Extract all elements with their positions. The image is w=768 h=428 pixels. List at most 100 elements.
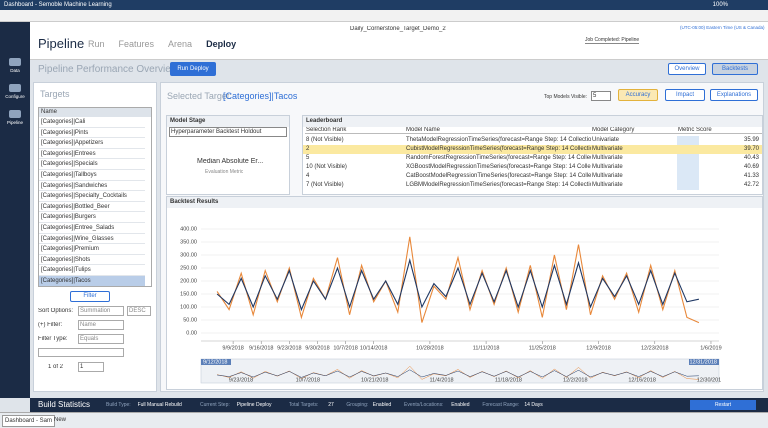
target-item[interactable]: [Categories]|Tallboys: [39, 170, 145, 181]
run-deploy-button[interactable]: Run Deploy: [170, 62, 216, 76]
target-item[interactable]: [Categories]|Pints: [39, 128, 145, 139]
breadcrumb-item[interactable]: Run: [88, 39, 105, 49]
table-cell: 2: [306, 146, 310, 152]
table-cell: Multivariate: [592, 182, 623, 188]
navigator-handle: [201, 359, 231, 365]
navigator-label: 12/16/2018: [628, 377, 656, 383]
navigator-label: 10/21/2018: [361, 377, 389, 383]
x-tick-label: 9/23/2018: [277, 345, 301, 351]
filter-input[interactable]: [38, 348, 124, 357]
y-tick-label: 0.00: [186, 330, 197, 336]
stage-dropdown[interactable]: Hyperparameter Backtest Holdout: [169, 127, 287, 137]
nav-icon[interactable]: [9, 58, 21, 66]
target-item[interactable]: [Categories]|Tulips: [39, 265, 145, 276]
dropdown[interactable]: Equals: [78, 334, 124, 344]
page-indicator: 1 of 2: [48, 364, 64, 370]
target-item[interactable]: [Categories]|Wine_Glasses: [39, 234, 145, 245]
x-tick-label: 1/6/2019: [700, 345, 721, 351]
targets-title: Targets: [40, 89, 70, 99]
navigator-end: 12/31/2018: [689, 359, 717, 365]
target-item[interactable]: [Categories]|Burgers: [39, 212, 145, 223]
nav-icon[interactable]: [9, 110, 21, 118]
toolbar: [0, 10, 768, 22]
x-tick-label: 12/23/2018: [641, 345, 669, 351]
nav-label[interactable]: Configure: [5, 94, 25, 99]
restart-button[interactable]: Restart: [690, 400, 756, 410]
timezone: (UTC-05:00) Eastern Time (US & Canada): [680, 25, 765, 30]
target-item[interactable]: [Categories]|Appetizers: [39, 138, 145, 149]
x-tick-label: 11/25/2018: [529, 345, 556, 351]
nav-label[interactable]: Data: [10, 68, 20, 73]
target-item[interactable]: [Categories]|Premium: [39, 244, 145, 255]
table-cell: ThetaModelRegressionTimeSeries(forecast=…: [406, 137, 591, 143]
breadcrumb-item[interactable]: Deploy: [206, 39, 237, 49]
page-title: Pipeline: [38, 36, 85, 51]
metric-caption: Evaluation Metric: [205, 169, 244, 175]
target-item[interactable]: [Categories]|Cali: [39, 117, 145, 128]
target-item[interactable]: [Categories]|Tacos: [39, 276, 145, 286]
table-cell: 42.72: [743, 182, 759, 188]
column-header: Selection Rank: [305, 127, 405, 134]
target-item[interactable]: [Categories]|Shots: [39, 255, 145, 266]
table-cell: Univariate: [592, 137, 620, 143]
y-tick-label: 400.00: [180, 226, 197, 232]
breadcrumb-item[interactable]: Features: [118, 39, 155, 49]
column-header: Model Category: [591, 127, 677, 134]
navigator-label: 12/30/201: [697, 377, 721, 383]
label: Sort Options:: [38, 308, 74, 314]
page-input[interactable]: 1: [78, 362, 104, 372]
impact-button[interactable]: Impact: [665, 89, 705, 101]
score-cell: [677, 163, 699, 172]
dropdown[interactable]: Name: [78, 320, 124, 330]
y-tick-label: 150.00: [180, 291, 197, 297]
tab[interactable]: Backtests: [712, 63, 758, 75]
x-tick-label: 10/7/2018: [333, 345, 357, 351]
target-item[interactable]: [Categories]|Entree_Salads: [39, 223, 145, 234]
column-header: Metric Score: [677, 127, 762, 134]
target-item[interactable]: [Categories]|Specialty_Cocktails: [39, 191, 145, 202]
task[interactable]: New: [54, 417, 67, 423]
row-highlight: [303, 145, 762, 154]
label: Filter Type:: [38, 336, 68, 342]
backtest-panel: Backtest Results 0.00 50.00 100.00 150.00 20…: [166, 196, 763, 390]
project-name: Daily_Cornerstone_Target_Demo_2: [350, 26, 446, 32]
selected-target: [Categories]|Tacos: [223, 91, 298, 101]
x-tick-label: 12/9/2018: [586, 345, 610, 351]
target-item[interactable]: [Categories]|Sandwiches: [39, 181, 145, 192]
target-item[interactable]: [Categories]|Entrees: [39, 149, 145, 160]
title-bar: Dashboard - Semoble Machine Learning 100%: [0, 0, 768, 10]
x-tick-label: 9/16/2018: [249, 345, 273, 351]
target-item[interactable]: [Categories]|Bottled_Beer: [39, 202, 145, 213]
y-tick-label: 100.00: [180, 304, 197, 310]
panel-header: Model Stage: [167, 116, 289, 127]
tab[interactable]: Overview: [668, 63, 706, 75]
nav-label[interactable]: Pipeline: [6, 120, 23, 125]
navigator-line: [217, 369, 699, 378]
leaderboard-panel: Leaderboard Selection Rank Model Name Mode…: [302, 115, 763, 195]
table-cell: 8 (Not Visible): [306, 137, 344, 143]
zoom[interactable]: 100%: [712, 2, 728, 8]
x-tick-label: 10/14/2018: [360, 345, 388, 351]
navigator-start: 9/12/2018: [203, 359, 227, 365]
nav-icon[interactable]: [9, 84, 21, 92]
status-title: Build Statistics: [38, 400, 91, 409]
breadcrumb-item[interactable]: Arena: [168, 39, 193, 49]
navigator-label: 11/4/2018: [430, 377, 454, 383]
target-item[interactable]: [Categories]|Specials: [39, 159, 145, 170]
window-title: Dashboard - Semoble Machine Learning: [4, 2, 112, 8]
filter-button[interactable]: Filter: [70, 291, 110, 302]
status-value: Full Manual Rebuild: [137, 402, 182, 408]
x-tick-label: 11/11/2018: [473, 345, 500, 351]
status-value: Enabled: [451, 402, 470, 408]
target-list: Name [Categories]|Cali [Categories]|Pints…: [38, 107, 152, 287]
explanations-button[interactable]: Explanations: [710, 89, 758, 101]
accuracy-button[interactable]: Accuracy: [618, 89, 658, 101]
task[interactable]: Dashboard - Sam: [2, 415, 56, 427]
table-cell: Multivariate: [592, 173, 623, 179]
table-cell: 7 (Not Visible): [306, 182, 344, 188]
dropdown[interactable]: DESC: [127, 306, 151, 316]
table-cell: 10 (Not Visible): [306, 164, 347, 170]
table-cell: XGBoostModelRegressionTimeSeries(forecas…: [406, 164, 591, 170]
dropdown[interactable]: Summation: [78, 306, 124, 316]
dropdown[interactable]: 5: [591, 91, 611, 101]
